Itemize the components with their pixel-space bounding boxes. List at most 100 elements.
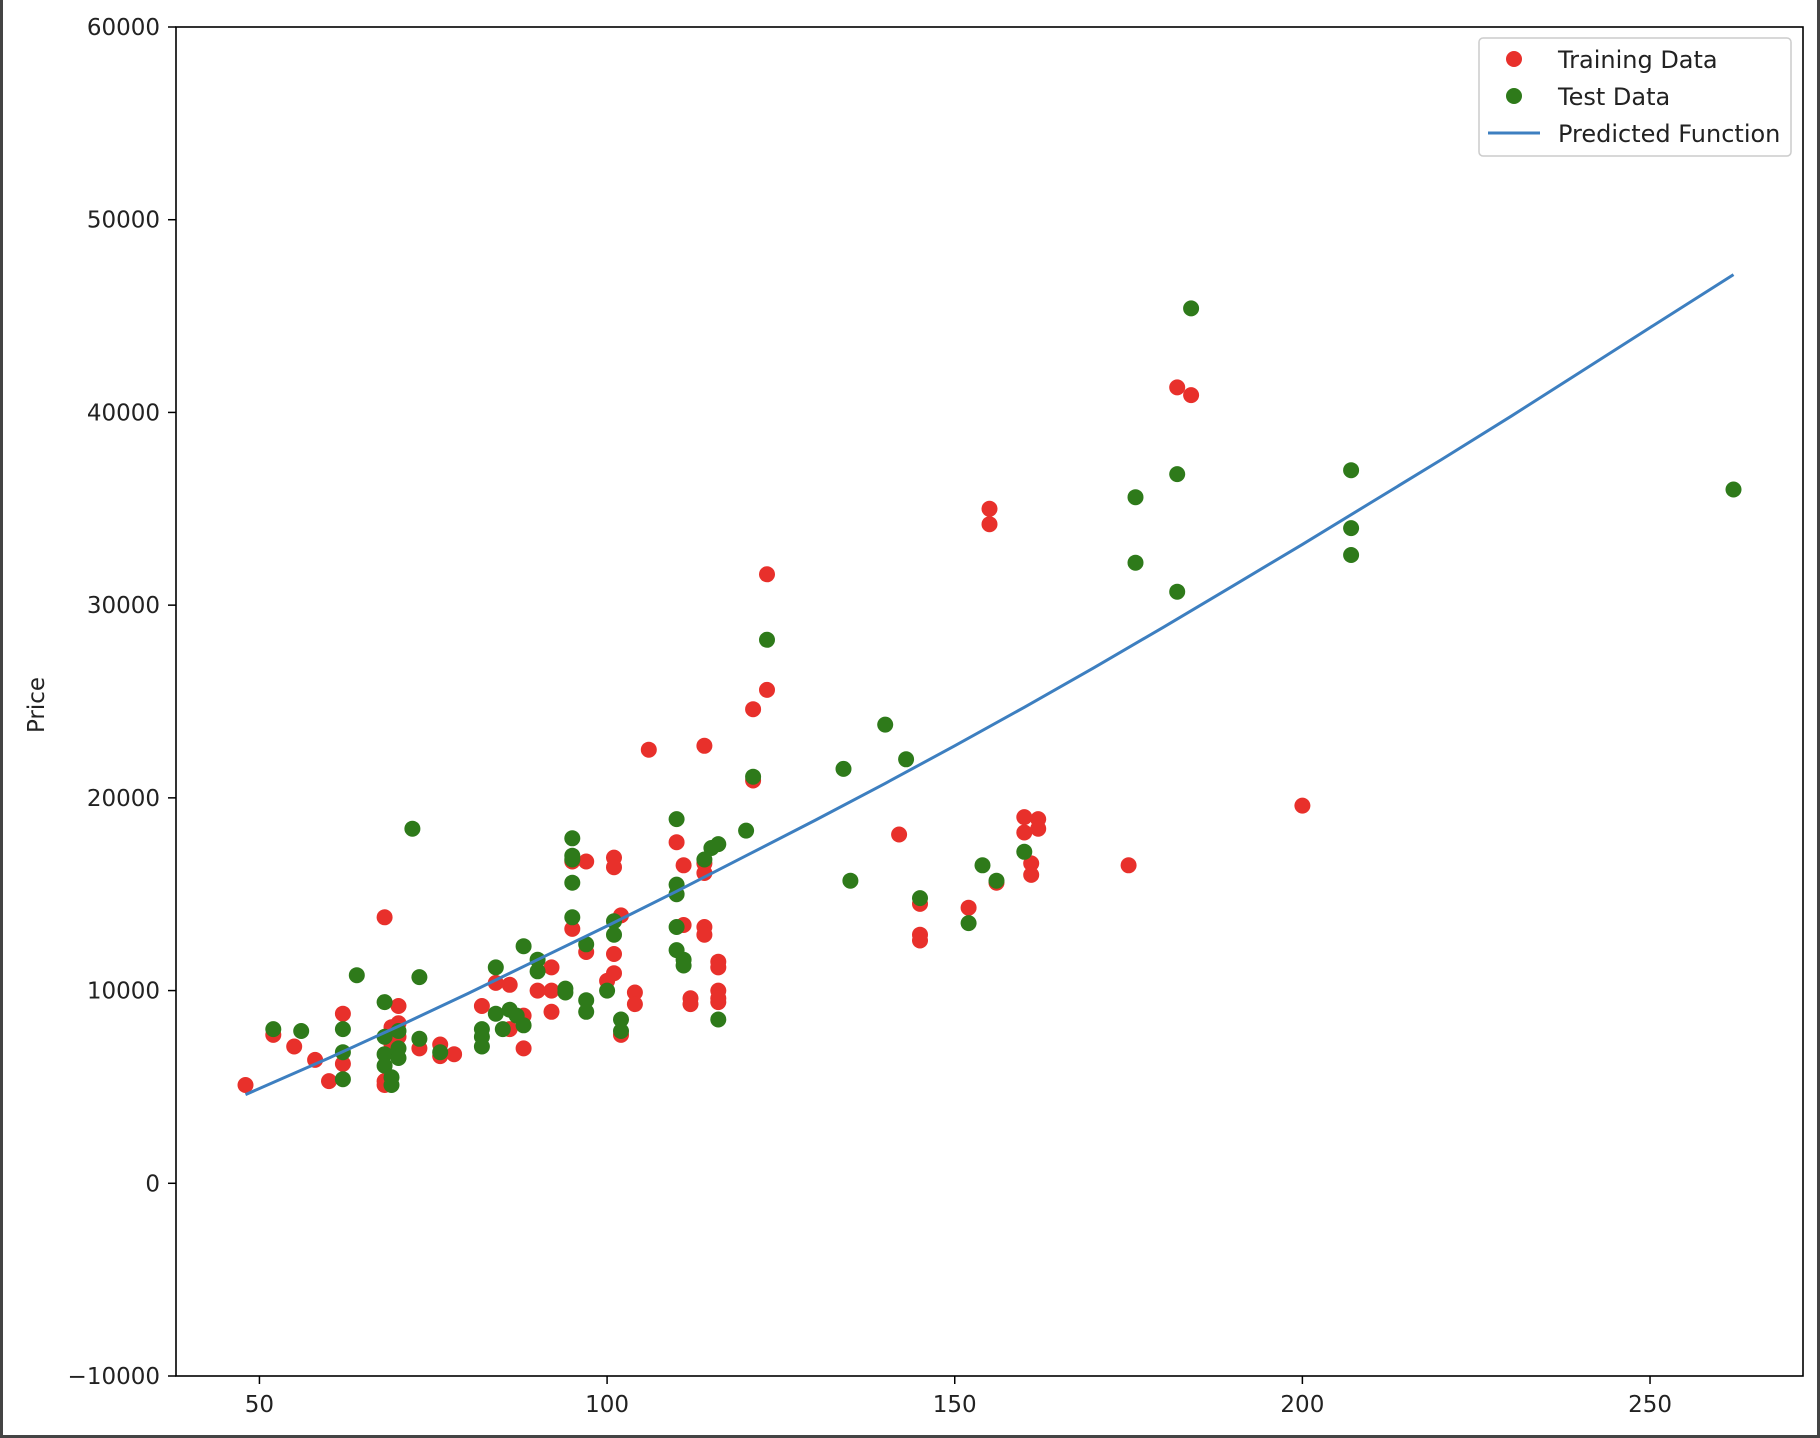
test-data-point [696,851,713,868]
test-data-point [1343,462,1360,479]
test-data-point [738,822,755,839]
test-data-point [578,1003,595,1020]
test-data-point [974,857,991,874]
x-tick-label: 150 [933,1392,977,1418]
training-data-point [473,998,490,1014]
training-data-point [515,1040,532,1057]
training-data-point [606,946,622,962]
test-data-point [668,811,685,828]
training-data-point [334,1055,351,1072]
training-data-point [759,681,775,698]
x-tick-label: 100 [585,1392,629,1418]
training-data-point [1294,797,1311,814]
test-data-point [411,1030,428,1047]
test-data-point [960,915,977,932]
legend-marker-training [1506,51,1522,67]
training-data-point [1016,824,1033,841]
test-data-point [578,992,595,1009]
training-data-point [334,1005,351,1022]
training-data-point [543,1003,560,1020]
y-tick-label: −10000 [68,1364,160,1390]
test-data-point [494,1021,511,1038]
training-data-point [981,500,998,517]
test-data-point [390,1050,407,1066]
training-data-point [237,1077,254,1093]
y-tick-label: 40000 [87,400,160,426]
training-data-point [446,1046,463,1063]
y-tick-label: 60000 [87,15,160,41]
test-data-point [877,716,894,733]
test-data-point [668,919,685,935]
training-data-point [710,959,727,976]
x-tick-label: 250 [1628,1392,1672,1418]
test-data-point [1127,554,1144,571]
training-data-point [606,965,622,982]
test-data-point [334,1021,351,1038]
x-tick-label: 200 [1280,1392,1324,1418]
training-data-point [981,516,998,533]
test-data-point [564,851,581,868]
test-data-point [613,1011,629,1028]
training-data-point [891,826,908,843]
training-data-point [745,701,762,718]
y-tick-label: 20000 [87,786,160,812]
test-data-point [1343,547,1360,563]
test-data-point [432,1044,449,1061]
training-data-point [1169,379,1186,396]
training-data-point [1120,857,1137,874]
training-data-point [675,857,692,874]
test-data-point [293,1023,310,1039]
training-data-point [376,909,393,926]
test-data-point [599,982,616,999]
legend-label-training: Training Data [1557,46,1718,74]
test-data-point [564,830,581,847]
y-tick-label: 10000 [87,979,160,1005]
test-data-point [1169,466,1186,483]
test-data-point [1127,489,1144,506]
test-data-point [376,994,393,1011]
test-data-point [835,760,852,777]
test-data-point [759,631,775,648]
test-data-point [376,1046,393,1063]
training-data-point [564,920,581,937]
test-data-point [564,909,581,926]
test-data-point [898,751,915,768]
legend-label-test: Test Data [1557,83,1670,111]
training-data-point [1023,866,1040,883]
test-data-point [557,984,574,1001]
training-data-point [390,998,407,1014]
test-data-point [348,967,365,984]
training-data-point [543,959,560,976]
legend: Training Data Test Data Predicted Functi… [1478,37,1792,157]
test-data-point [1343,520,1360,537]
training-data-point [710,990,727,1007]
training-data-point [696,926,713,943]
test-data-point [988,872,1005,889]
training-data-point [668,834,685,851]
x-tick-label: 50 [245,1392,274,1418]
test-data-point [487,959,504,976]
y-tick-label: 30000 [87,593,160,619]
training-data-point [1030,820,1047,837]
test-data-point [1016,843,1033,860]
test-data-point [613,1023,629,1039]
legend-box [1478,37,1792,157]
test-data-point [265,1021,282,1038]
training-data-point [696,737,713,754]
training-data-point [578,853,595,870]
training-data-point [543,982,560,999]
test-data-point [515,1017,532,1034]
training-data-point [286,1038,303,1055]
test-data-point [404,820,421,837]
test-data-point [564,874,581,891]
test-data-point [487,1005,504,1022]
legend-marker-test [1506,88,1522,104]
training-data-point [321,1073,337,1090]
test-data-point [515,938,532,955]
training-data-point [606,859,622,876]
training-data-point [759,566,775,583]
test-data-point [411,969,428,986]
axes: 50 100 150 200 250 −10000 0 10000 20000 30000 4000… [68,15,1804,1418]
test-data-point [334,1071,351,1088]
